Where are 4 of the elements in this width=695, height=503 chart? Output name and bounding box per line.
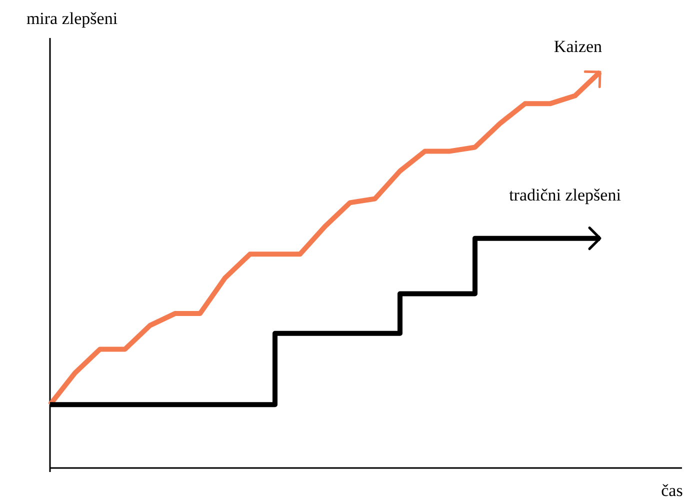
series-label: tradični zlepšeni: [509, 185, 622, 204]
series-label: Kaizen: [554, 37, 603, 56]
x-axis-title: čas: [661, 481, 683, 500]
y-axis-title: mira zlepšeni: [26, 9, 118, 28]
